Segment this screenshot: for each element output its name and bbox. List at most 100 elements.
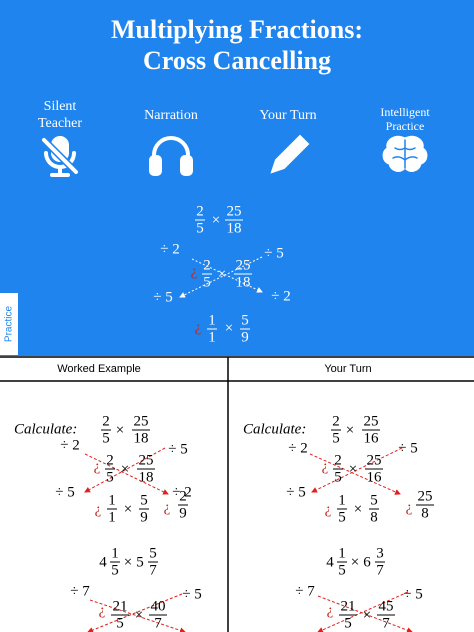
math-text: ÷ 5 [55,484,74,500]
numerator: 2 [332,413,340,429]
fraction: 11 [107,492,117,525]
fraction: 29 [178,488,188,521]
math-text: ÷ 5 [403,586,422,602]
note: ÷ 2 [160,241,179,257]
fraction: 15 [337,545,347,578]
numerator: 1 [111,545,119,561]
math-text: ÷ 7 [70,583,90,599]
fraction: 215 [339,598,357,631]
label: Calculate: [243,421,306,437]
brain-icon[interactable] [382,135,428,172]
tool-label[interactable]: Your Turn [259,108,316,123]
math-text: ¿ [406,499,413,515]
math-text: × [135,607,143,623]
fraction: 25 [105,452,115,485]
fraction: 37 [375,545,385,578]
numerator: 5 [140,492,148,508]
tool-label[interactable]: Silent [44,99,77,114]
math-text: × [121,461,129,477]
fraction: 15 [110,545,120,578]
math-text: ÷ 7 [295,583,315,599]
title: Cross Cancelling [143,46,331,75]
tool-label[interactable]: Intelligent [380,105,430,119]
numerator: 25 [134,413,149,429]
math-text: ÷ 2 [60,437,79,453]
math-text: ¿ [327,602,334,618]
pencil-icon[interactable] [270,134,310,174]
tool-label[interactable]: Teacher [38,116,82,131]
fraction: 25 [333,452,343,485]
denominator: 18 [227,220,242,236]
denominator: 18 [139,469,154,485]
tool-label[interactable]: Narration [144,108,198,123]
operator: × [225,320,233,336]
numerator: 2 [196,203,204,219]
numerator: 25 [367,452,382,468]
fraction: 407 [149,598,167,631]
denominator: 1 [108,509,116,525]
denominator: 18 [236,274,251,290]
numerator: 21 [341,598,356,614]
tool-label[interactable]: Practice [386,119,425,133]
side-tab[interactable] [0,293,18,355]
fraction: 59 [240,312,250,345]
denominator: 5 [344,615,352,631]
numerator: 5 [241,312,249,328]
numerator: 40 [151,598,166,614]
denominator: 5 [334,469,342,485]
fraction: 25 [202,257,212,290]
math-text: ¿ [164,499,171,515]
denominator: 7 [382,615,390,631]
column-heading: Worked Example [57,363,141,375]
symbol: ¿ [191,263,198,279]
fraction: 59 [139,492,149,525]
math-text: × [363,607,371,623]
denominator: 16 [367,469,383,485]
numerator: 1 [338,545,346,561]
numerator: 1 [108,492,116,508]
fraction: 58 [369,492,379,525]
denominator: 5 [116,615,124,631]
numerator: 2 [179,488,187,504]
math-text: ¿ [99,602,106,618]
fraction: 457 [377,598,395,631]
mute-icon[interactable] [40,136,80,177]
headphones-icon[interactable] [149,136,193,176]
numerator: 3 [376,545,384,561]
math-text: × [354,501,362,517]
denominator: 7 [154,615,162,631]
denominator: 18 [134,430,149,446]
math-text: ÷ 2 [288,440,307,456]
side-tab-label[interactable]: Practice [4,306,15,343]
numerator: 2 [102,413,110,429]
denominator: 5 [106,469,114,485]
math-text: ÷ 5 [182,586,201,602]
math-text: ¿ [322,458,329,474]
math-text: × [116,422,124,438]
operator: × [212,212,220,228]
numerator: 25 [418,488,433,504]
column-heading: Your Turn [324,363,371,375]
math-text: × [124,554,132,570]
denominator: 5 [338,509,346,525]
math-text: × [346,422,354,438]
numerator: 1 [208,312,216,328]
numerator: 25 [364,413,379,429]
fraction: 215 [111,598,129,631]
numerator: 21 [113,598,128,614]
math-text: ÷ 2 [172,484,191,500]
denominator: 9 [179,505,187,521]
denominator: 9 [140,509,148,525]
denominator: 7 [376,562,384,578]
numerator: 2 [106,452,114,468]
math-text: 4 [326,554,334,570]
note: ÷ 5 [153,289,172,305]
